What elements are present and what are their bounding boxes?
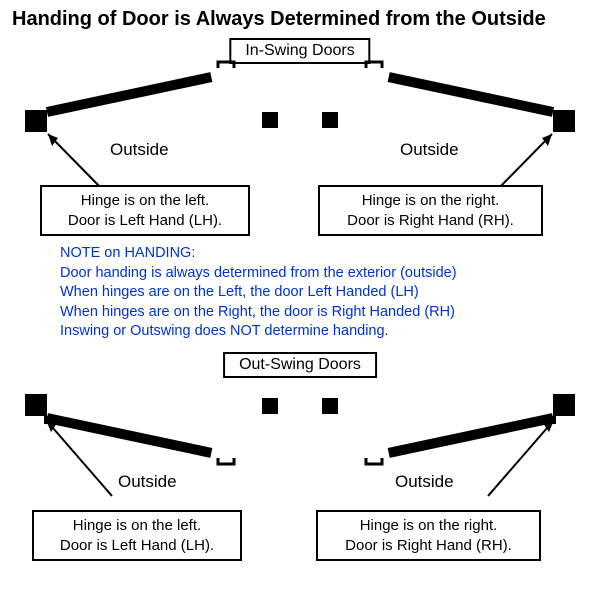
inswing-right-callout: Hinge is on the right. Door is Right Han… bbox=[318, 185, 543, 236]
outside-label-outswing-left: Outside bbox=[118, 472, 177, 492]
callout-line: Hinge is on the left. bbox=[42, 516, 232, 536]
handing-note: NOTE on HANDING: Door handing is always … bbox=[60, 244, 457, 342]
outside-label-inswing-left: Outside bbox=[110, 140, 169, 160]
outswing-right-callout: Hinge is on the right. Door is Right Han… bbox=[316, 510, 541, 561]
callout-line: Door is Left Hand (LH). bbox=[42, 536, 232, 556]
note-line: When hinges are on the Left, the door Le… bbox=[60, 283, 457, 303]
note-line: When hinges are on the Right, the door i… bbox=[60, 303, 457, 323]
callout-line: Door is Right Hand (RH). bbox=[328, 211, 533, 231]
note-line: Door handing is always determined from t… bbox=[60, 264, 457, 284]
callout-line: Door is Right Hand (RH). bbox=[326, 536, 531, 556]
outswing-section-label: Out-Swing Doors bbox=[223, 352, 377, 378]
callout-line: Hinge is on the left. bbox=[50, 191, 240, 211]
page-title: Handing of Door is Always Determined fro… bbox=[0, 0, 600, 35]
callout-line: Door is Left Hand (LH). bbox=[50, 211, 240, 231]
outside-label-outswing-right: Outside bbox=[395, 472, 454, 492]
outswing-left-callout: Hinge is on the left. Door is Left Hand … bbox=[32, 510, 242, 561]
callout-line: Hinge is on the right. bbox=[326, 516, 531, 536]
inswing-left-callout: Hinge is on the left. Door is Left Hand … bbox=[40, 185, 250, 236]
callout-line: Hinge is on the right. bbox=[328, 191, 533, 211]
note-line: Inswing or Outswing does NOT determine h… bbox=[60, 322, 457, 342]
inswing-section-label: In-Swing Doors bbox=[229, 38, 370, 64]
note-heading: NOTE on HANDING: bbox=[60, 244, 457, 264]
outside-label-inswing-right: Outside bbox=[400, 140, 459, 160]
